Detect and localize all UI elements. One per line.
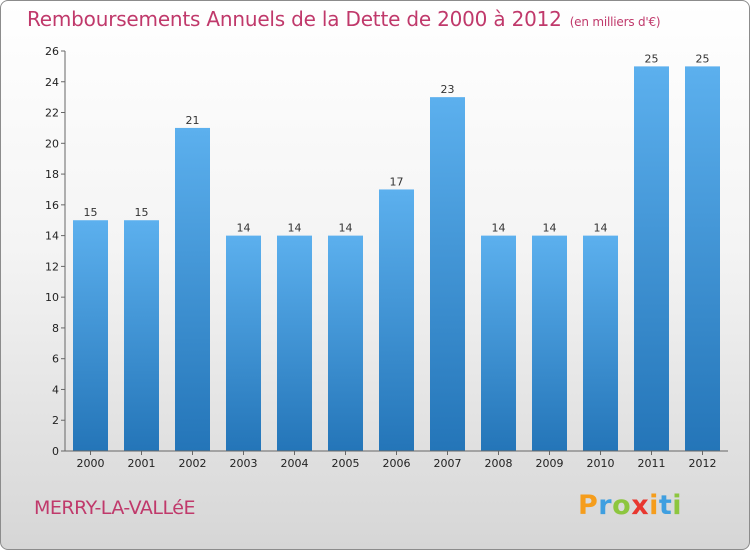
bar-2002 — [175, 127, 210, 451]
chart-title: Remboursements Annuels de la Dette de 20… — [27, 7, 661, 31]
place-name: MERRY-LA-VALLéE — [34, 497, 195, 519]
logo-letter: P — [578, 490, 599, 521]
y-tick-label-14: 14 — [45, 230, 59, 243]
data-label-2000: 15 — [84, 206, 98, 219]
x-tick-label-2003: 2003 — [230, 457, 258, 470]
data-label-2006: 17 — [390, 175, 404, 188]
x-tick-label-2009: 2009 — [536, 457, 564, 470]
proxiti-logo: Proxiti — [578, 490, 682, 521]
logo-letter: o — [612, 490, 632, 521]
logo-letter: t — [658, 490, 673, 521]
x-tick-label-2004: 2004 — [281, 457, 309, 470]
data-label-2011: 25 — [645, 52, 659, 65]
data-label-2009: 14 — [543, 222, 557, 235]
bar-2000 — [73, 220, 108, 451]
x-tick-label-2011: 2011 — [638, 457, 666, 470]
logo-letter: i — [672, 490, 683, 521]
bars-group: 15 15 21 14 14 14 17 23 14 14 14 25 25 — [73, 52, 720, 452]
bar-2012 — [685, 66, 720, 451]
bar-2001 — [124, 220, 159, 451]
logo-letter: i — [649, 490, 659, 521]
data-label-2003: 14 — [237, 222, 251, 235]
data-label-2002: 21 — [186, 114, 200, 127]
bar-2005 — [328, 235, 363, 451]
data-label-2010: 14 — [594, 222, 608, 235]
x-tick-label-2012: 2012 — [689, 457, 717, 470]
y-tick-label-20: 20 — [45, 137, 59, 150]
bar-2006 — [379, 189, 414, 451]
y-tick-label-10: 10 — [45, 291, 59, 304]
data-label-2004: 14 — [288, 222, 302, 235]
chart-subtitle: (en milliers d'€) — [569, 15, 661, 29]
y-tick-label-12: 12 — [45, 260, 59, 273]
y-tick-label-18: 18 — [45, 168, 59, 181]
x-tick-label-2007: 2007 — [434, 457, 462, 470]
y-tick-label-16: 16 — [45, 199, 59, 212]
y-tick-label-8: 8 — [52, 322, 59, 335]
y-tick-label-0: 0 — [52, 445, 59, 458]
data-label-2012: 25 — [696, 52, 710, 65]
bar-2010 — [583, 235, 618, 451]
y-tick-label-24: 24 — [45, 76, 59, 89]
bar-2008 — [481, 235, 516, 451]
y-tick-label-4: 4 — [52, 383, 59, 396]
logo-letter: x — [631, 490, 650, 521]
bar-2003 — [226, 235, 261, 451]
y-tick-label-2: 2 — [52, 414, 59, 427]
x-tick-label-2006: 2006 — [383, 457, 411, 470]
x-tick-label-2000: 2000 — [77, 457, 105, 470]
logo-letter: r — [598, 490, 613, 521]
data-label-2008: 14 — [492, 222, 506, 235]
y-tick-label-22: 22 — [45, 107, 59, 120]
data-label-2001: 15 — [135, 206, 149, 219]
x-tick-label-2005: 2005 — [332, 457, 360, 470]
bar-2004 — [277, 235, 312, 451]
chart-title-text: Remboursements Annuels de la Dette de 20… — [27, 7, 562, 31]
bar-2007 — [430, 97, 465, 452]
x-tick-label-2010: 2010 — [587, 457, 615, 470]
x-tick-label-2001: 2001 — [128, 457, 156, 470]
axes-group: 2000 2001 2002 2003 2004 2005 2006 2007 2008 2009… — [45, 45, 728, 470]
data-label-2005: 14 — [339, 222, 353, 235]
bar-2011 — [634, 66, 669, 451]
bar-2009 — [532, 235, 567, 451]
y-tick-label-26: 26 — [45, 45, 59, 58]
x-tick-label-2008: 2008 — [485, 457, 513, 470]
data-label-2007: 23 — [441, 83, 455, 96]
x-tick-label-2002: 2002 — [179, 457, 207, 470]
y-tick-label-6: 6 — [52, 353, 59, 366]
